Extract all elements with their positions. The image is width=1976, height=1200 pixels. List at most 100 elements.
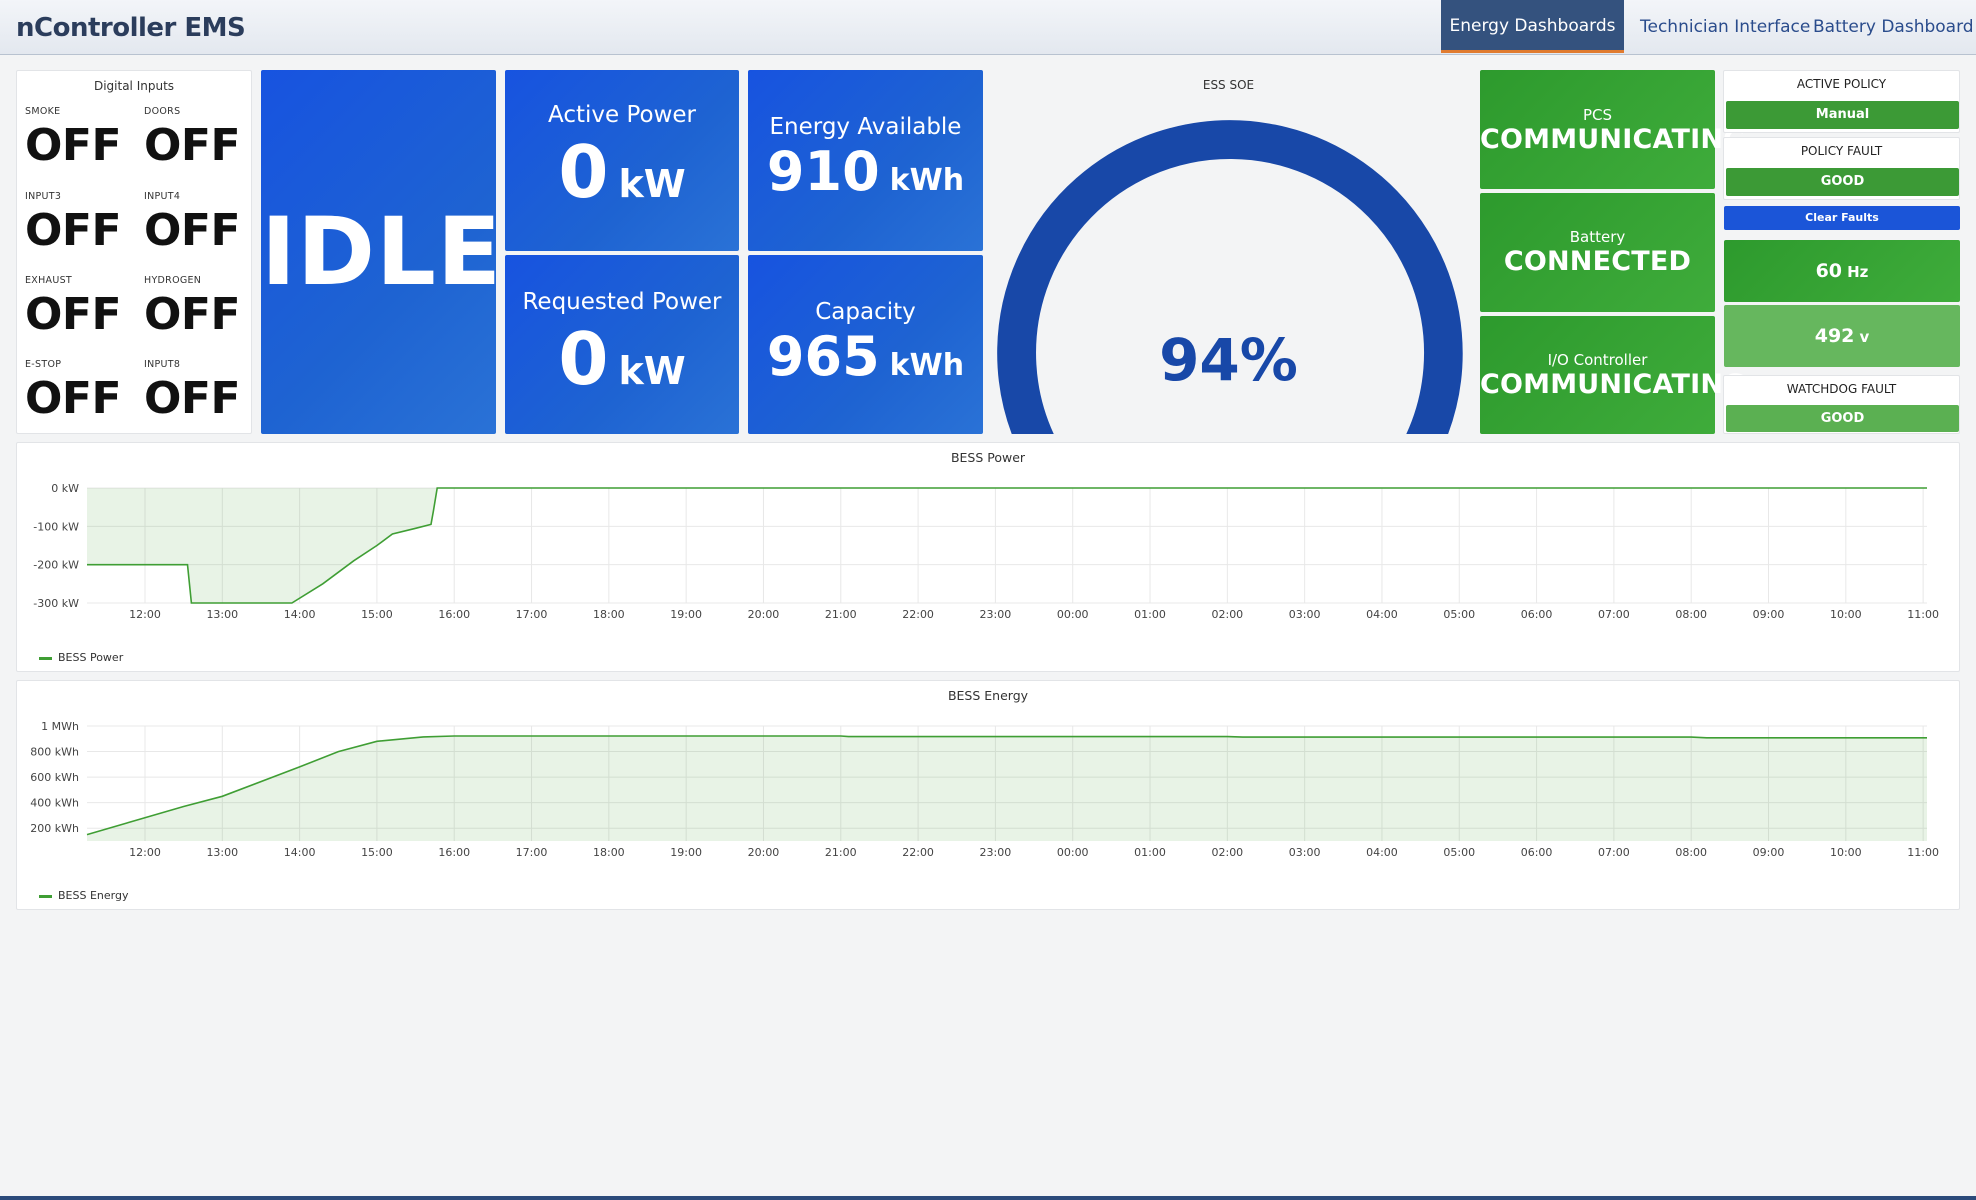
bess-energy-chart: 12:00 13:00 14:00 15:00 16:00 17:00 18:00 19:00… xyxy=(30,720,1939,859)
x-tick-label: 19:00 xyxy=(670,608,702,621)
y-tick-label: -300 kW xyxy=(33,597,79,610)
y-tick-label: -200 kW xyxy=(33,559,79,572)
watchdog-fault-title: WATCHDOG FAULT xyxy=(1786,382,1897,396)
capacity-label: Capacity xyxy=(815,299,916,325)
x-tick-label: 15:00 xyxy=(361,846,393,859)
x-tick-label: 14:00 xyxy=(284,608,316,621)
nav-technician-interface[interactable]: Technician Interface xyxy=(1640,17,1811,37)
di-value: OFF xyxy=(144,289,241,340)
watchdog-fault-panel: WATCHDOG FAULT GOOD xyxy=(1723,375,1960,434)
state-value: IDLE xyxy=(261,198,503,307)
energy-available-tile: Energy Available 910 kWh xyxy=(748,70,983,251)
x-tick-label: 20:00 xyxy=(748,608,780,621)
watchdog-fault-value: GOOD xyxy=(1726,405,1959,432)
capacity-value: 965 xyxy=(766,325,880,388)
soe-gauge-arc xyxy=(998,120,1462,434)
di-label: INPUT8 xyxy=(144,359,181,370)
x-tick-label: 08:00 xyxy=(1675,846,1707,859)
x-tick-label: 11:00 xyxy=(1907,608,1939,621)
y-tick-label: 1 MWh xyxy=(41,720,79,733)
state-tile: IDLE xyxy=(261,70,503,434)
policy-fault-value: GOOD xyxy=(1726,168,1959,196)
x-tick-label: 07:00 xyxy=(1598,608,1630,621)
x-tick-label: 03:00 xyxy=(1289,846,1321,859)
di-value: OFF xyxy=(25,373,122,424)
bess-energy-panel: BESS Energy 12:00 13:00 14:00 15:00 16:00 17:… xyxy=(16,680,1960,910)
x-tick-label: 16:00 xyxy=(438,846,470,859)
di-estop: E-STOP OFF xyxy=(25,359,122,424)
x-tick-label: 05:00 xyxy=(1443,846,1475,859)
battery-value: CONNECTED xyxy=(1503,246,1692,277)
di-value: OFF xyxy=(25,205,122,256)
x-tick-label: 03:00 xyxy=(1289,608,1321,621)
energy-available-label: Energy Available xyxy=(769,114,962,140)
bess-energy-legend[interactable]: BESS Energy xyxy=(39,889,128,902)
di-label: INPUT3 xyxy=(25,191,62,202)
bess-power-title: BESS Power xyxy=(950,450,1026,465)
io-controller-status-tile: I/O Controller COMMUNICATING xyxy=(1480,316,1745,434)
voltage-value: 492 xyxy=(1814,325,1855,347)
active-policy-panel: ACTIVE POLICY Manual xyxy=(1723,70,1960,133)
pcs-value: COMMUNICATING xyxy=(1480,124,1746,155)
frequency-unit: Hz xyxy=(1847,263,1869,281)
soe-title: ESS SOE xyxy=(1202,78,1255,92)
di-label: DOORS xyxy=(144,106,181,117)
frequency-tile: 60 Hz xyxy=(1724,240,1960,302)
clear-faults-button[interactable]: Clear Faults xyxy=(1724,206,1960,230)
x-tick-label: 10:00 xyxy=(1830,608,1862,621)
x-tick-label: 10:00 xyxy=(1830,846,1862,859)
di-label: HYDROGEN xyxy=(144,275,202,286)
digital-inputs-panel: Digital Inputs SMOKE OFF DOORS OFF INPUT… xyxy=(16,70,252,434)
capacity-unit: kWh xyxy=(889,348,965,383)
active-policy-title: ACTIVE POLICY xyxy=(1796,77,1887,91)
active-policy-value: Manual xyxy=(1726,101,1959,129)
y-tick-label: 600 kWh xyxy=(30,771,79,784)
x-tick-label: 23:00 xyxy=(980,608,1012,621)
x-tick-label: 02:00 xyxy=(1211,608,1243,621)
di-input4: INPUT4 OFF xyxy=(144,191,241,253)
di-value: OFF xyxy=(144,373,241,424)
energy-available-value: 910 xyxy=(766,140,880,203)
nav-battery-dashboard[interactable]: Battery Dashboard xyxy=(1813,17,1974,37)
nav-energy-dashboards-label: Energy Dashboards xyxy=(1449,16,1616,36)
x-tick-label: 18:00 xyxy=(593,608,625,621)
top-navbar: nController EMS Energy Dashboards Techni… xyxy=(0,0,1976,81)
di-doors: DOORS OFF xyxy=(144,106,241,168)
policy-fault-panel: POLICY FAULT GOOD xyxy=(1723,137,1960,200)
nav-energy-dashboards[interactable]: Energy Dashboards xyxy=(1441,0,1624,81)
x-tick-label: 09:00 xyxy=(1753,608,1785,621)
di-hydrogen: HYDROGEN OFF xyxy=(144,275,241,340)
di-input3: INPUT3 OFF xyxy=(25,191,122,256)
x-tick-label: 22:00 xyxy=(902,846,934,859)
legend-label: BESS Power xyxy=(58,651,124,664)
voltage-tile: 492 v xyxy=(1724,305,1960,367)
di-label: SMOKE xyxy=(25,106,61,117)
soe-panel: ESS SOE 94% xyxy=(992,70,1465,434)
x-tick-label: 02:00 xyxy=(1211,846,1243,859)
requested-power-unit: kW xyxy=(618,349,686,393)
x-tick-label: 12:00 xyxy=(129,846,161,859)
y-tick-label: -100 kW xyxy=(33,520,79,533)
requested-power-tile: Requested Power 0 kW xyxy=(505,255,739,434)
x-tick-label: 05:00 xyxy=(1443,608,1475,621)
x-tick-label: 01:00 xyxy=(1134,608,1166,621)
x-tick-label: 04:00 xyxy=(1366,608,1398,621)
di-smoke: SMOKE OFF xyxy=(25,106,122,168)
x-tick-label: 06:00 xyxy=(1521,846,1553,859)
x-tick-label: 19:00 xyxy=(670,846,702,859)
x-tick-label: 04:00 xyxy=(1366,846,1398,859)
x-tick-label: 06:00 xyxy=(1521,608,1553,621)
digital-inputs-title: Digital Inputs xyxy=(93,79,175,93)
legend-label: BESS Energy xyxy=(58,889,129,902)
x-tick-label: 00:00 xyxy=(1057,846,1089,859)
x-tick-label: 17:00 xyxy=(516,846,548,859)
x-tick-label: 15:00 xyxy=(361,608,393,621)
y-tick-label: 200 kWh xyxy=(30,822,79,835)
y-tick-label: 0 kW xyxy=(51,482,79,495)
x-tick-label: 12:00 xyxy=(129,608,161,621)
requested-power-reading: 0 kW xyxy=(505,317,739,401)
pcs-status-tile: PCS COMMUNICATING xyxy=(1480,70,1746,189)
app-title[interactable]: nController EMS xyxy=(16,13,246,43)
bess-power-legend[interactable]: BESS Power xyxy=(39,651,123,664)
di-value: OFF xyxy=(25,289,122,340)
